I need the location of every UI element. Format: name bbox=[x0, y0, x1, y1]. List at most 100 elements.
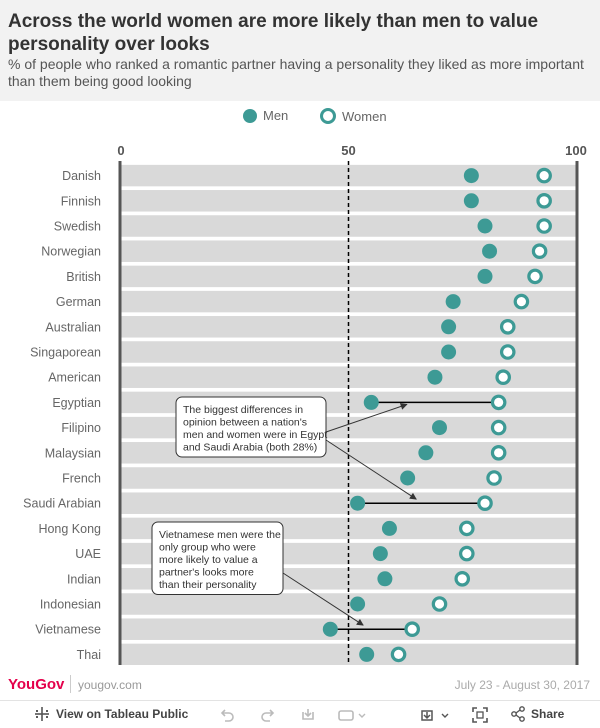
category-label: Hong Kong bbox=[38, 522, 101, 536]
men-dot bbox=[482, 243, 498, 259]
yougov-logo: YouGov bbox=[8, 676, 65, 693]
men-dot bbox=[418, 445, 434, 461]
men-dot bbox=[322, 621, 338, 637]
annotation-arrow bbox=[325, 403, 408, 433]
row-band bbox=[121, 240, 576, 262]
category-label: German bbox=[56, 295, 101, 309]
share-button[interactable]: Share bbox=[510, 706, 564, 722]
category-label: Danish bbox=[62, 169, 101, 183]
women-dot bbox=[458, 520, 475, 537]
annotation-gap-text: and Saudi Arabia (both 28%) bbox=[183, 442, 317, 454]
undo-icon[interactable] bbox=[219, 707, 235, 723]
men-dot bbox=[427, 369, 443, 385]
x-tick-label: 0 bbox=[117, 143, 124, 158]
men-dot bbox=[432, 420, 447, 436]
view-on-tableau-button[interactable]: View on Tableau Public bbox=[34, 706, 188, 722]
men-dot bbox=[463, 193, 479, 209]
tableau-toolbar: View on Tableau Public Share bbox=[0, 700, 600, 728]
page-title: Across the world women are more likely t… bbox=[8, 11, 539, 55]
legend-label-men: Men bbox=[263, 108, 289, 123]
annotation-arrow bbox=[282, 572, 364, 626]
women-dot bbox=[390, 646, 407, 663]
row-band bbox=[121, 316, 576, 338]
women-dot bbox=[527, 268, 543, 285]
pause-updates-icon[interactable] bbox=[338, 707, 368, 723]
view-on-tableau-label: View on Tableau Public bbox=[56, 707, 189, 721]
fullscreen-icon[interactable] bbox=[472, 707, 488, 723]
men-dot bbox=[350, 596, 366, 612]
category-label: British bbox=[66, 270, 101, 284]
women-dot bbox=[486, 470, 502, 486]
women-dot bbox=[536, 218, 552, 234]
row-band bbox=[121, 492, 576, 514]
footer: YouGov yougov.com July 23 - August 30, 2… bbox=[0, 672, 600, 696]
page-subtitle: % of people who ranked a romantic partne… bbox=[8, 56, 584, 89]
annotation-vietnam-text: more likely to value a bbox=[159, 554, 258, 566]
annotation-gap-box bbox=[175, 396, 327, 458]
women-dot bbox=[477, 495, 493, 511]
category-label: Filipino bbox=[61, 421, 101, 435]
category-label: UAE bbox=[75, 547, 101, 561]
men-dot bbox=[359, 646, 375, 662]
legend-item-men[interactable]: Men bbox=[243, 108, 288, 123]
share-icon bbox=[511, 706, 525, 722]
women-marker-icon bbox=[320, 108, 336, 124]
tableau-icon bbox=[35, 707, 49, 721]
annotation-gap-text: opinion between a nation's bbox=[183, 417, 307, 429]
category-label: Malaysian bbox=[45, 446, 101, 460]
x-tick-label: 100 bbox=[565, 143, 587, 158]
survey-dates: July 23 - August 30, 2017 bbox=[454, 678, 590, 692]
category-label: Egyptian bbox=[52, 396, 101, 410]
women-dot bbox=[499, 344, 516, 360]
row-band bbox=[121, 190, 576, 212]
dot-plot-chart: Danish Finnish Swedish Norwegian British Germ… bbox=[23, 143, 587, 665]
category-label: Norwegian bbox=[41, 245, 101, 259]
annotation-gap-text: The biggest differences in bbox=[183, 404, 303, 416]
men-dot bbox=[477, 268, 493, 284]
women-dot bbox=[499, 319, 516, 335]
row-band bbox=[121, 366, 576, 388]
category-label: American bbox=[48, 371, 101, 385]
men-dot bbox=[463, 168, 479, 184]
category-label: Indonesian bbox=[40, 598, 101, 612]
x-tick-label: 50 bbox=[341, 143, 355, 158]
legend-label-women: Women bbox=[342, 108, 387, 124]
legend: Men Women bbox=[0, 108, 600, 128]
site-link[interactable]: yougov.com bbox=[78, 678, 142, 692]
annotation-vietnam-text: partner's looks more bbox=[159, 567, 254, 579]
header: Across the world women are more likely t… bbox=[0, 0, 600, 101]
men-dot bbox=[441, 319, 457, 335]
legend-item-women[interactable]: Women bbox=[320, 108, 387, 124]
men-dot bbox=[377, 571, 393, 587]
women-dot bbox=[536, 167, 552, 184]
women-dot bbox=[454, 570, 471, 587]
annotation-vietnam-text: only group who were bbox=[159, 542, 256, 554]
women-dot bbox=[531, 243, 548, 259]
share-label: Share bbox=[531, 707, 565, 721]
women-dot bbox=[431, 596, 448, 612]
women-dot bbox=[536, 193, 552, 209]
women-dot bbox=[490, 444, 507, 461]
category-label: Saudi Arabian bbox=[23, 497, 101, 511]
men-dot bbox=[477, 218, 493, 234]
annotation-vietnam-box bbox=[151, 521, 284, 595]
women-dot bbox=[490, 394, 507, 411]
men-dot bbox=[400, 470, 416, 486]
men-dot bbox=[445, 294, 461, 310]
annotation-gap-text: men and women were in Egypt bbox=[183, 429, 327, 441]
category-label: French bbox=[62, 472, 101, 486]
category-label: Vietnamese bbox=[35, 623, 101, 637]
redo-icon[interactable] bbox=[260, 707, 276, 723]
category-label: Thai bbox=[77, 648, 101, 662]
men-dot bbox=[363, 394, 379, 410]
category-label: Indian bbox=[67, 572, 101, 586]
annotation-vietnam-text: Vietnamese men were the bbox=[159, 529, 281, 541]
women-dot bbox=[513, 293, 530, 310]
revert-icon[interactable] bbox=[300, 707, 316, 723]
category-label: Finnish bbox=[61, 194, 101, 208]
men-dot bbox=[441, 344, 457, 360]
footer-divider bbox=[70, 675, 71, 693]
download-icon[interactable] bbox=[420, 707, 452, 723]
category-label: Singaporean bbox=[30, 346, 101, 360]
women-dot bbox=[495, 369, 511, 385]
